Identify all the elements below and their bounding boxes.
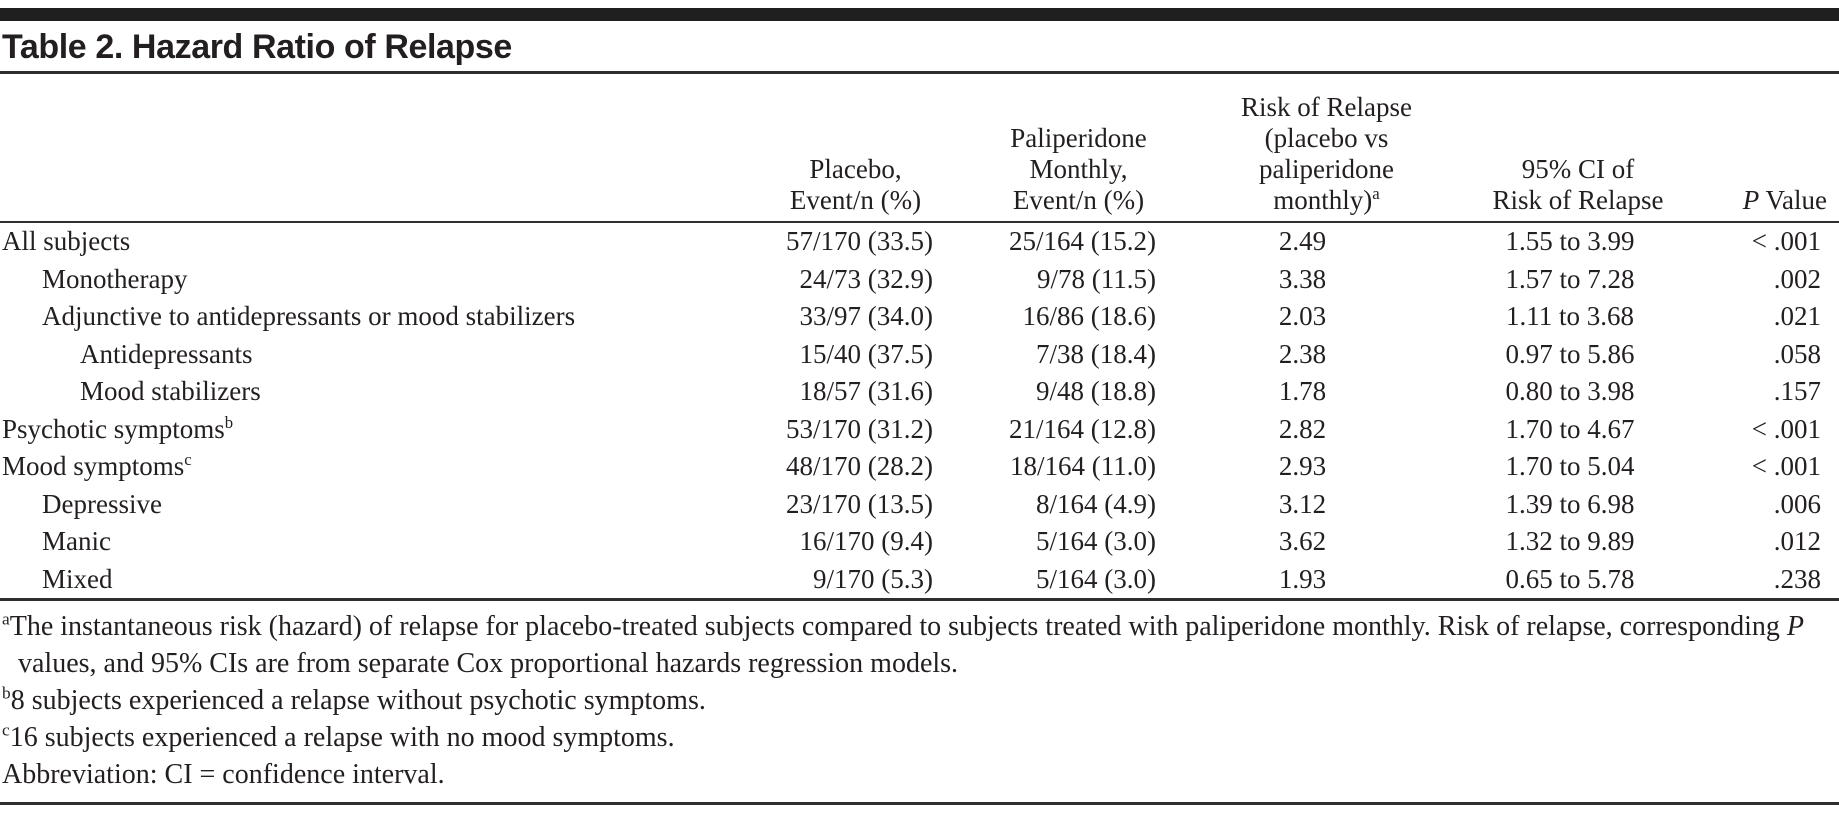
paliperidone-cell: 7/38 (18.4): [1036, 338, 1156, 369]
row-label: All subjects: [2, 226, 131, 256]
hazard-ratio-table: Placebo, Event/n (%) Paliperidone Monthl…: [0, 74, 1839, 601]
p-value-cell: < .001: [1751, 226, 1821, 256]
paliperidone-cell: 16/86 (18.6): [1022, 301, 1156, 331]
footnote-c-marker: c: [2, 720, 10, 740]
header-paliperidone: Paliperidone Monthly, Event/n (%): [1010, 123, 1147, 215]
ci-cell: 1.57 to 7.28: [1505, 263, 1635, 294]
placebo-cell: 24/73 (32.9): [799, 263, 933, 294]
risk-cell: 3.38: [1278, 263, 1327, 294]
row-label: Antidepressants: [80, 338, 253, 369]
footnote-b-marker: b: [224, 412, 234, 432]
ci-cell: 0.65 to 5.78: [1505, 563, 1635, 594]
row-label: Mixed: [42, 563, 113, 594]
risk-cell: 2.38: [1278, 338, 1327, 369]
ci-cell: 1.39 to 6.98: [1505, 488, 1635, 519]
p-value-cell: .006: [1773, 488, 1821, 519]
footnotes: aThe instantaneous risk (hazard) of rela…: [0, 601, 1839, 793]
placebo-cell: 15/40 (37.5): [799, 338, 933, 369]
row-label: Manic: [42, 526, 111, 556]
risk-cell: 2.49: [1278, 226, 1327, 256]
row-label: Adjunctive to antidepressants or mood st…: [42, 301, 576, 331]
footnote-a: aThe instantaneous risk (hazard) of rela…: [2, 609, 1804, 679]
footnote-b-marker: b: [2, 683, 11, 703]
ci-cell: 0.97 to 5.86: [1505, 338, 1635, 369]
row-label: Monotherapy: [42, 263, 188, 294]
table-row-antidepressants: Antidepressants 15/40 (37.5) 7/38 (18.4)…: [0, 336, 1839, 374]
ci-cell: 1.11 to 3.68: [1506, 301, 1634, 331]
footnote-b: b8 subjects experienced a relapse withou…: [2, 683, 706, 716]
paliperidone-cell: 8/164 (4.9): [1036, 488, 1156, 519]
row-label: Depressive: [42, 488, 162, 519]
table-body: All subjects 57/170 (33.5) 25/164 (15.2)…: [0, 222, 1839, 600]
table-title: Table 2. Hazard Ratio of Relapse: [2, 28, 512, 66]
paliperidone-cell: 5/164 (3.0): [1036, 563, 1156, 594]
ci-cell: 1.32 to 9.89: [1505, 526, 1635, 556]
abbreviation-note: Abbreviation: CI = confidence interval.: [2, 759, 445, 790]
ci-cell: 1.55 to 3.99: [1505, 226, 1635, 256]
table-row-all-subjects: All subjects 57/170 (33.5) 25/164 (15.2)…: [0, 222, 1839, 261]
footnote-a-marker: a: [2, 609, 10, 629]
p-value-cell: .012: [1773, 526, 1821, 556]
placebo-cell: 48/170 (28.2): [786, 451, 933, 481]
risk-cell: 3.62: [1278, 526, 1327, 556]
p-value-cell: .021: [1773, 301, 1821, 331]
p-value-cell: .058: [1773, 338, 1821, 369]
header-row: Placebo, Event/n (%) Paliperidone Monthl…: [0, 74, 1839, 222]
row-label: Mood symptomsc: [2, 450, 192, 481]
paliperidone-cell: 25/164 (15.2): [1009, 226, 1156, 256]
header-ci: 95% CI of Risk of Relapse: [1492, 154, 1664, 215]
risk-cell: 2.82: [1278, 413, 1327, 444]
header-row-label: [0, 74, 700, 222]
p-value-cell: < .001: [1751, 413, 1821, 444]
row-label: Mood stabilizers: [80, 376, 261, 406]
p-value-cell: < .001: [1751, 451, 1821, 481]
ci-cell: 0.80 to 3.98: [1505, 376, 1635, 406]
header-risk-of-relapse: Risk of Relapse (placebo vs paliperidone…: [1241, 92, 1412, 215]
table-row-mood-stabilizers: Mood stabilizers 18/57 (31.6) 9/48 (18.8…: [0, 373, 1839, 411]
header-placebo: Placebo, Event/n (%): [789, 154, 922, 215]
paliperidone-cell: 21/164 (12.8): [1009, 413, 1156, 444]
top-bar: [0, 8, 1839, 21]
risk-cell: 2.03: [1278, 301, 1327, 331]
ci-cell: 1.70 to 4.67: [1505, 413, 1635, 444]
risk-cell: 3.12: [1278, 488, 1327, 519]
placebo-cell: 16/170 (9.4): [799, 526, 933, 556]
placebo-cell: 18/57 (31.6): [799, 376, 933, 406]
ci-cell: 1.70 to 5.04: [1505, 451, 1635, 481]
risk-cell: 2.93: [1278, 451, 1327, 481]
placebo-cell: 23/170 (13.5): [786, 488, 933, 519]
paliperidone-cell: 9/48 (18.8): [1036, 376, 1156, 406]
table-row-mood-symptoms: Mood symptomsc 48/170 (28.2) 18/164 (11.…: [0, 448, 1839, 486]
paliperidone-cell: 5/164 (3.0): [1036, 526, 1156, 556]
p-value-cell: .002: [1773, 263, 1821, 294]
title-divider: [0, 71, 1839, 74]
placebo-cell: 33/97 (34.0): [799, 301, 933, 331]
paliperidone-cell: 18/164 (11.0): [1010, 451, 1156, 481]
table-header: Placebo, Event/n (%) Paliperidone Monthl…: [0, 74, 1839, 222]
p-value-cell: .157: [1773, 376, 1821, 406]
p-value-cell: .238: [1773, 563, 1821, 594]
header-p-value: P Value: [1742, 185, 1827, 215]
table-row-depressive: Depressive 23/170 (13.5) 8/164 (4.9) 3.1…: [0, 486, 1839, 524]
risk-cell: 1.93: [1278, 563, 1327, 594]
placebo-cell: 53/170 (31.2): [786, 413, 933, 444]
risk-cell: 1.78: [1278, 376, 1327, 406]
footnote-c: c16 subjects experienced a relapse with …: [2, 720, 675, 753]
paliperidone-cell: 9/78 (11.5): [1037, 263, 1156, 294]
footnote-c-marker: c: [184, 450, 192, 469]
row-label: Psychotic symptomsb: [2, 412, 234, 444]
placebo-cell: 9/170 (5.3): [813, 563, 933, 594]
table-row-manic: Manic 16/170 (9.4) 5/164 (3.0) 3.62 1.32…: [0, 523, 1839, 561]
table-row-monotherapy: Monotherapy 24/73 (32.9) 9/78 (11.5) 3.3…: [0, 261, 1839, 299]
table-row-adjunctive: Adjunctive to antidepressants or mood st…: [0, 298, 1839, 336]
table-row-mixed: Mixed 9/170 (5.3) 5/164 (3.0) 1.93 0.65 …: [0, 561, 1839, 600]
footnote-a-marker: a: [1372, 184, 1380, 203]
placebo-cell: 57/170 (33.5): [786, 226, 933, 256]
bottom-divider: [0, 802, 1839, 805]
table-row-psychotic-symptoms: Psychotic symptomsb 53/170 (31.2) 21/164…: [0, 411, 1839, 449]
